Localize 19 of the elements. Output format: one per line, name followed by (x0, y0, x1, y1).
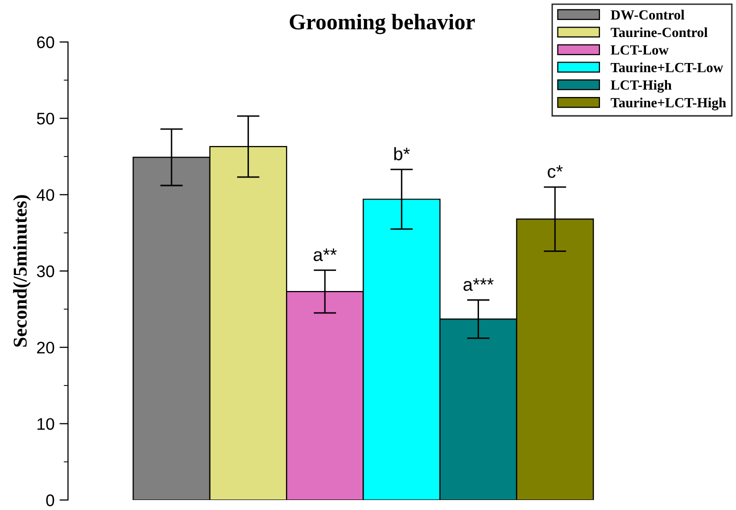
annotation: c* (548, 165, 563, 178)
legend-label: Taurine+LCT-Low (610, 62, 724, 72)
y-tick-label: 40 (36, 189, 54, 201)
chart-title: Grooming behavior (290, 14, 475, 34)
legend-label: LCT-High (610, 80, 672, 93)
y-tick-label: 20 (37, 342, 54, 354)
annotation: a** (314, 248, 337, 262)
y-axis-title: Second(/5minutes) (13, 195, 31, 347)
y-tick-label: 0 (46, 494, 54, 506)
y-tick-label: 50 (36, 112, 54, 125)
legend-label: Taurine+LCT-High (610, 98, 726, 110)
annotation: b* (394, 147, 410, 160)
annotation: a*** (464, 278, 494, 291)
legend-label: DW-Control (610, 10, 684, 20)
y-tick-label: 10 (38, 418, 54, 430)
y-tick-label: 60 (37, 36, 54, 48)
legend-label: Taurine-Control (610, 27, 708, 38)
legend-label: LCT-Low (610, 45, 669, 55)
y-tick-label: 30 (36, 265, 54, 278)
